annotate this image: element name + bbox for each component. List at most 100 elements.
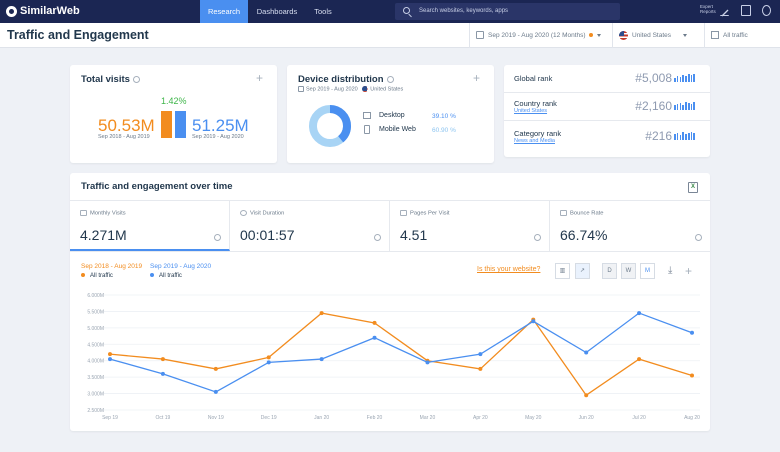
y-tick-label: 6.000M: [87, 293, 104, 299]
data-point[interactable]: [637, 357, 642, 362]
data-point[interactable]: [637, 311, 642, 316]
book-icon[interactable]: [741, 5, 751, 16]
legend-prev-traffic[interactable]: All traffic: [81, 273, 113, 279]
data-point[interactable]: [584, 350, 589, 355]
series-line-1: [109, 312, 693, 393]
data-point[interactable]: [478, 352, 483, 357]
line-chart-toggle-icon[interactable]: ↗: [575, 263, 590, 279]
visit-duration-label: Visit Duration: [240, 210, 284, 217]
legend-dot-icon: [81, 273, 85, 278]
country-rank-label: Country rank: [514, 99, 557, 108]
data-point[interactable]: [108, 357, 112, 362]
mobile-icon: [364, 125, 370, 134]
data-point[interactable]: [425, 360, 430, 365]
date-range-picker[interactable]: Sep 2019 - Aug 2020 (12 Months): [469, 23, 611, 48]
bar-chart-toggle-icon[interactable]: ▥: [555, 263, 570, 279]
page-header: [0, 23, 780, 48]
download-icon[interactable]: ⤓: [668, 265, 673, 276]
data-point[interactable]: [319, 357, 324, 362]
data-point[interactable]: [584, 393, 589, 398]
engagement-card: [70, 173, 710, 431]
metric-pages-per-visit[interactable]: Pages Per Visit 4.51: [390, 200, 550, 251]
x-tick-label: Feb 20: [367, 415, 383, 421]
category-rank-link[interactable]: News and Media: [514, 138, 555, 144]
add-icon[interactable]: +: [473, 71, 481, 85]
curr-visits-value: 51.25M: [192, 116, 249, 135]
info-icon[interactable]: [386, 75, 394, 83]
data-point[interactable]: [266, 355, 271, 360]
us-flag-icon: [362, 86, 369, 92]
granularity-monthly[interactable]: M: [640, 263, 655, 279]
data-point[interactable]: [213, 366, 218, 371]
account-icon[interactable]: [762, 5, 771, 16]
info-icon[interactable]: [695, 234, 702, 241]
data-point[interactable]: [372, 335, 377, 340]
x-tick-label: May 20: [525, 415, 542, 421]
global-rank-label: Global rank: [514, 74, 553, 83]
search-placeholder: Search websites, keywords, apps: [419, 8, 509, 14]
data-point[interactable]: [531, 319, 536, 324]
x-tick-label: Jul 20: [632, 415, 646, 421]
nav-tab-tools[interactable]: Tools: [314, 7, 332, 16]
page-title: Traffic and Engagement: [7, 28, 149, 42]
top-nav: [0, 0, 780, 23]
edit-icon[interactable]: [720, 5, 729, 17]
brand-logo[interactable]: SimilarWeb: [6, 5, 80, 17]
info-icon[interactable]: [132, 75, 140, 83]
y-tick-label: 5.500M: [87, 309, 104, 315]
us-flag-icon: [619, 30, 628, 40]
visit-duration-value: 00:01:57: [240, 227, 295, 243]
y-tick-label: 5.000M: [87, 326, 104, 332]
data-point[interactable]: [372, 320, 377, 325]
metric-monthly-visits[interactable]: Monthly Visits 4.271M: [70, 200, 230, 251]
data-point[interactable]: [266, 360, 271, 365]
monthly-visits-label: Monthly Visits: [80, 210, 126, 217]
excel-export-icon[interactable]: X: [688, 182, 698, 193]
nav-tab-dashboards[interactable]: Dashboards: [256, 7, 298, 16]
info-icon[interactable]: [214, 234, 221, 241]
total-visits-title-text: Total visits: [81, 74, 130, 85]
legend-curr-period: Sep 2019 - Aug 2020: [150, 263, 212, 270]
country-rank-link[interactable]: United States: [514, 108, 548, 114]
calendar-icon: [476, 31, 484, 40]
data-point[interactable]: [478, 366, 483, 371]
legend-curr-traffic[interactable]: All traffic: [150, 273, 182, 279]
granularity-weekly[interactable]: W: [621, 263, 636, 279]
metric-visit-duration[interactable]: Visit Duration 00:01:57: [230, 200, 390, 251]
is-your-website-link[interactable]: Is this your website?: [477, 266, 541, 273]
traffic-source-selector[interactable]: All traffic: [704, 23, 780, 48]
data-point[interactable]: [213, 389, 218, 394]
country-selector[interactable]: United States: [612, 23, 704, 48]
x-tick-label: Aug 20: [684, 415, 700, 421]
data-point[interactable]: [160, 371, 165, 376]
expert-reports-link[interactable]: Expert Reports: [700, 4, 716, 14]
brand-name: SimilarWeb: [20, 5, 80, 17]
search-input[interactable]: Search websites, keywords, apps: [395, 3, 620, 20]
engagement-title: Traffic and engagement over time: [81, 181, 233, 192]
add-icon[interactable]: +: [256, 71, 264, 85]
monthly-visits-value: 4.271M: [80, 227, 127, 243]
prev-visits-value: 50.53M: [98, 116, 155, 135]
nav-tab-research[interactable]: Research: [200, 0, 248, 23]
rank-trend-icon: [674, 74, 696, 82]
data-point[interactable]: [160, 357, 165, 362]
data-point[interactable]: [690, 330, 694, 335]
legend-curr-traffic-text: All traffic: [159, 273, 182, 279]
data-point[interactable]: [319, 311, 324, 316]
legend-dot-icon: [150, 273, 154, 278]
data-point[interactable]: [690, 373, 694, 378]
bounce-icon: [560, 210, 567, 216]
info-icon[interactable]: [374, 234, 381, 241]
info-icon[interactable]: [534, 234, 541, 241]
category-rank-row: Category rank News and Media #216: [504, 121, 710, 149]
global-rank-row: Global rank #5,008: [504, 65, 710, 93]
desktop-value: 39.10 %: [432, 113, 456, 120]
metric-bounce-rate[interactable]: Bounce Rate 66.74%: [550, 200, 710, 251]
add-icon[interactable]: +: [685, 264, 693, 278]
rank-trend-icon: [674, 102, 696, 110]
y-tick-label: 2.500M: [87, 408, 104, 414]
data-point[interactable]: [108, 352, 112, 357]
granularity-daily[interactable]: D: [602, 263, 617, 279]
desktop-label: Desktop: [379, 112, 405, 119]
chevron-down-icon: [596, 33, 601, 37]
